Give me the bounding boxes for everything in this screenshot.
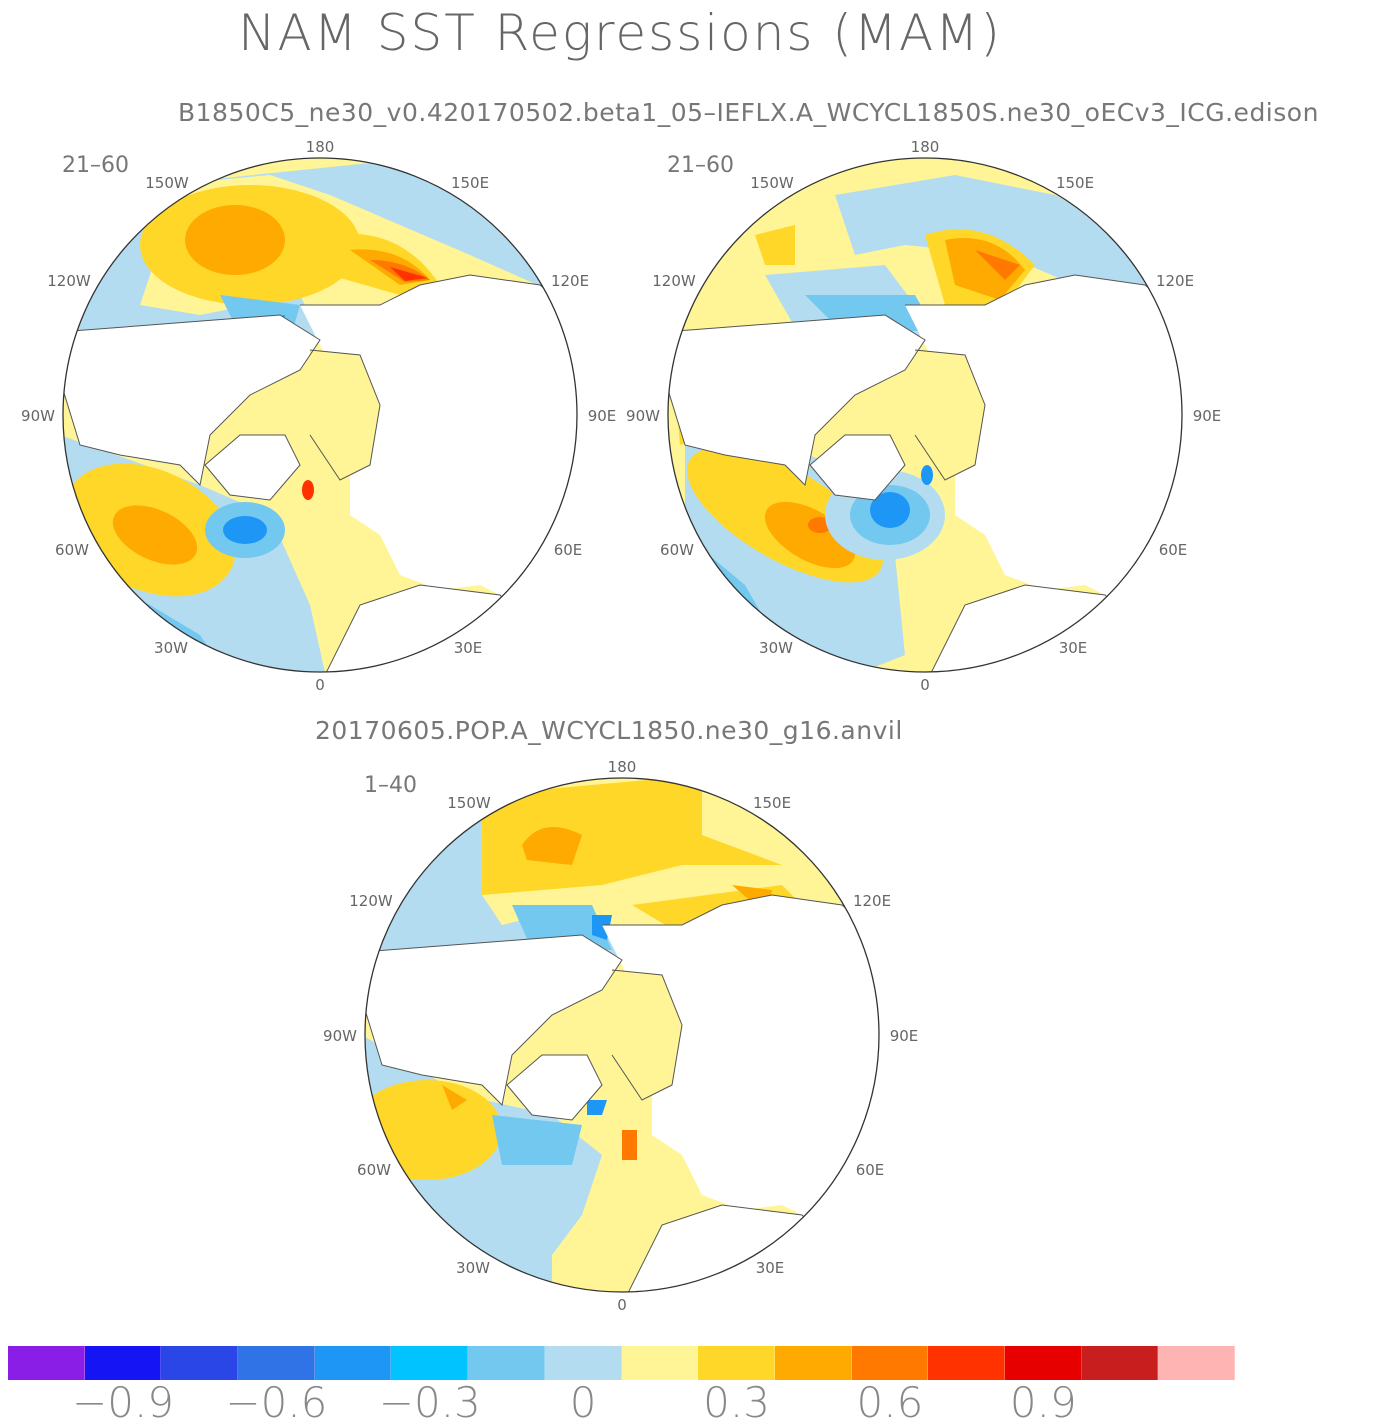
top-case-name: B1850C5_ne30_v0.420170502.beta1_05–IEFLX…	[178, 98, 1319, 127]
lon-label-90e: 90E	[1193, 407, 1222, 425]
colorbar-segment-15	[1158, 1346, 1235, 1380]
lon-label-150w: 150W	[145, 174, 189, 192]
lon-label-30e: 30E	[1059, 639, 1088, 657]
lon-label-120w: 120W	[349, 892, 393, 910]
lon-label-30w: 30W	[456, 1259, 490, 1277]
lon-label-30e: 30E	[454, 639, 483, 657]
colorbar-tick-label: 0.6	[856, 1378, 924, 1427]
lon-label-60e: 60E	[856, 1161, 885, 1179]
lon-label-180: 180	[608, 758, 637, 776]
colorbar-segment-9	[698, 1346, 775, 1380]
colorbar-tick-labels: −0.9 −0.6 −0.3 0 0.3 0.6 0.9	[8, 1378, 1235, 1428]
map-panel-top-right: 21–60 180 150W 150E 120W 120E 90W 90E 60…	[626, 138, 1222, 694]
lon-label-120w: 120W	[47, 272, 91, 290]
lon-label-150w: 150W	[447, 794, 491, 812]
colorbar-segment-3	[238, 1346, 315, 1380]
lon-label-30w: 30W	[154, 639, 188, 657]
lon-label-120e: 120E	[1156, 272, 1194, 290]
colorbar-segment-11	[851, 1346, 929, 1380]
lon-label-60w: 60W	[55, 541, 89, 559]
period-label: 1–40	[364, 773, 417, 798]
lon-label-90w: 90W	[323, 1027, 357, 1045]
lon-label-150w: 150W	[750, 174, 794, 192]
colorbar-segment-0	[8, 1346, 85, 1380]
lon-label-180: 180	[306, 138, 335, 156]
bottom-case-name: 20170605.POP.A_WCYCL1850.ne30_g16.anvil	[315, 716, 903, 745]
colorbar-segment-6	[468, 1346, 545, 1380]
colorbar-segment-2	[161, 1346, 239, 1380]
lon-label-60w: 60W	[660, 541, 694, 559]
lon-label-120e: 120E	[853, 892, 891, 910]
lon-label-90w: 90W	[21, 407, 55, 425]
lon-label-150e: 150E	[451, 174, 489, 192]
colorbar-segment-14	[1081, 1346, 1159, 1380]
colorbar-segment-4	[314, 1346, 392, 1380]
lon-label-90e: 90E	[890, 1027, 919, 1045]
lon-label-30e: 30E	[756, 1259, 785, 1277]
colorbar-segment-13	[1004, 1346, 1082, 1380]
colorbar-segment-10	[774, 1346, 852, 1380]
colorbar-segment-5	[391, 1346, 469, 1380]
colorbar-tick-label: −0.3	[378, 1378, 481, 1427]
colorbar-tick-label: 0	[569, 1378, 597, 1427]
period-label: 21–60	[62, 153, 129, 178]
lon-label-90w: 90W	[626, 407, 660, 425]
lon-label-120w: 120W	[652, 272, 696, 290]
lon-label-60e: 60E	[554, 541, 583, 559]
colorbar-segment-7	[544, 1346, 622, 1380]
colorbar-segment-1	[84, 1346, 162, 1380]
lon-label-60w: 60W	[357, 1161, 391, 1179]
colorbar-segment-12	[928, 1346, 1005, 1380]
lon-label-150e: 150E	[753, 794, 791, 812]
lon-label-90e: 90E	[588, 407, 617, 425]
period-label: 21–60	[667, 153, 734, 178]
lon-label-60e: 60E	[1159, 541, 1188, 559]
lon-label-0: 0	[315, 676, 325, 694]
map-panel-top-left: 21–60 180 150W 150E 120W 120E 90W 90E 60…	[21, 138, 617, 694]
colorbar-tick-label: −0.6	[225, 1378, 328, 1427]
colorbar-tick-label: 0.9	[1009, 1378, 1077, 1427]
lon-label-0: 0	[920, 676, 930, 694]
colorbar-segment-8	[621, 1346, 699, 1380]
lon-label-180: 180	[911, 138, 940, 156]
colorbar	[8, 1346, 1235, 1380]
figure-title: NAM SST Regressions (MAM)	[238, 4, 1002, 62]
colorbar-tick-label: −0.9	[72, 1378, 175, 1427]
lon-label-120e: 120E	[551, 272, 589, 290]
lon-label-0: 0	[617, 1296, 627, 1314]
map-panel-bottom: 1–40 180 150W 150E 120W 120E 90W 90E 60W…	[323, 758, 919, 1314]
lon-label-150e: 150E	[1056, 174, 1094, 192]
colorbar-tick-label: 0.3	[703, 1378, 770, 1427]
lon-label-30w: 30W	[759, 639, 793, 657]
